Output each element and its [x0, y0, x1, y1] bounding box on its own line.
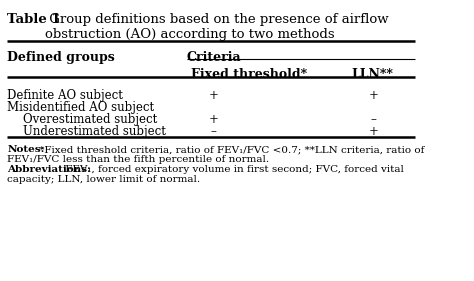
Text: Table 1: Table 1 — [7, 13, 61, 26]
Text: Overestimated subject: Overestimated subject — [23, 113, 157, 126]
Text: Defined groups: Defined groups — [7, 51, 115, 64]
Text: +: + — [369, 125, 379, 138]
Text: Group definitions based on the presence of airflow
obstruction (AO) according to: Group definitions based on the presence … — [45, 13, 388, 41]
Text: capacity; LLN, lower limit of normal.: capacity; LLN, lower limit of normal. — [7, 175, 200, 184]
Text: *Fixed threshold criteria, ratio of FEV₁/FVC <0.7; **LLN criteria, ratio of: *Fixed threshold criteria, ratio of FEV₁… — [36, 145, 424, 154]
Text: +: + — [209, 113, 219, 126]
Text: –: – — [211, 125, 217, 138]
Text: +: + — [369, 89, 379, 102]
Text: Criteria: Criteria — [187, 51, 242, 64]
Text: LLN**: LLN** — [352, 68, 393, 81]
Text: Abbreviations:: Abbreviations: — [7, 165, 91, 174]
Text: Misidentified AO subject: Misidentified AO subject — [7, 101, 154, 114]
Text: –: – — [371, 113, 377, 126]
Text: Underestimated subject: Underestimated subject — [23, 125, 166, 138]
Text: FEV₁, forced expiratory volume in first second; FVC, forced vital: FEV₁, forced expiratory volume in first … — [62, 165, 404, 174]
Text: Notes:: Notes: — [7, 145, 45, 154]
Text: FEV₁/FVC less than the fifth percentile of normal.: FEV₁/FVC less than the fifth percentile … — [7, 155, 269, 164]
Text: Fixed threshold*: Fixed threshold* — [191, 68, 308, 81]
Text: Definite AO subject: Definite AO subject — [7, 89, 123, 102]
Text: +: + — [209, 89, 219, 102]
